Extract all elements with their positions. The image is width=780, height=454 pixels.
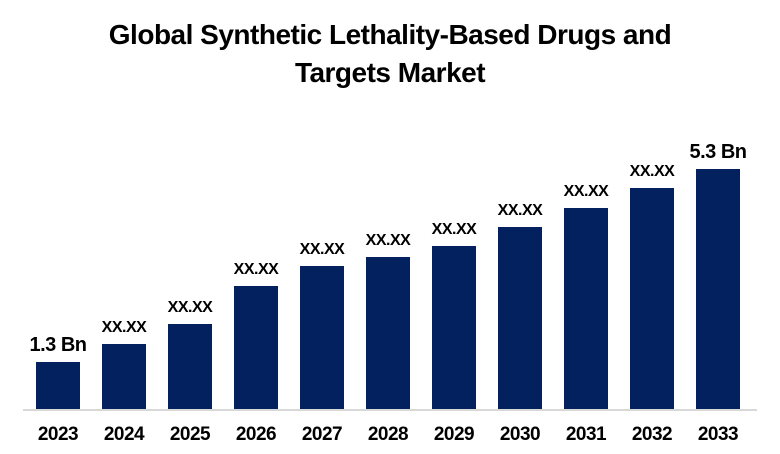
bar-value-label-2027: XX.XX: [299, 241, 345, 258]
x-axis-tick-label-2027: 2027: [301, 424, 343, 445]
bar-value-label-2023: 1.3 Bn: [29, 334, 87, 356]
bar-2023: [36, 362, 80, 411]
x-axis-tick-label-2025: 2025: [169, 424, 211, 445]
bar-column: XX.XX: [619, 141, 685, 411]
bar-value-label-2028: XX.XX: [365, 232, 411, 249]
bar-2025: [168, 324, 212, 411]
chart-title-line1: Global Synthetic Lethality-Based Drugs a…: [108, 19, 672, 50]
bar-value-label-2032: XX.XX: [629, 163, 675, 180]
bar-column: XX.XX: [223, 141, 289, 411]
bar-2027: [300, 266, 344, 411]
bar-2032: [630, 188, 674, 411]
x-axis-line: [23, 409, 757, 411]
bar-column: 1.3 Bn: [25, 141, 91, 411]
bar-2031: [564, 208, 608, 411]
x-axis-tick-label-2026: 2026: [235, 424, 277, 445]
bar-2026: [234, 286, 278, 411]
bar-2033: [696, 169, 740, 411]
x-axis-tick-label-2033: 2033: [697, 424, 739, 445]
x-axis-tick-label-2032: 2032: [631, 424, 673, 445]
bar-2024: [102, 344, 146, 411]
bar-column: XX.XX: [157, 141, 223, 411]
bar-value-label-2024: XX.XX: [101, 319, 147, 336]
chart-title-line2: Targets Market: [294, 57, 486, 88]
bar-column: XX.XX: [289, 141, 355, 411]
bar-column: XX.XX: [553, 141, 619, 411]
bar-column: XX.XX: [91, 141, 157, 411]
x-axis-labels: 2023 2024 2025 2026 2027 2028 2029 2030 …: [25, 424, 751, 446]
x-axis-tick-label-2031: 2031: [565, 424, 607, 445]
x-axis-tick-label-2028: 2028: [367, 424, 409, 445]
bar-value-label-2033: 5.3 Bn: [689, 141, 747, 163]
x-axis-tick-label-2023: 2023: [37, 424, 79, 445]
x-axis-tick-label-2029: 2029: [433, 424, 475, 445]
bar-2028: [366, 257, 410, 411]
bar-value-label-2025: XX.XX: [167, 299, 213, 316]
bar-column: 5.3 Bn: [685, 141, 751, 411]
bar-value-label-2030: XX.XX: [497, 202, 543, 219]
plot-area: 1.3 Bn XX.XX XX.XX XX.XX XX.XX XX.XX XX.…: [25, 141, 751, 411]
x-axis-tick-label-2024: 2024: [103, 424, 145, 445]
bar-2029: [432, 246, 476, 411]
bar-value-label-2031: XX.XX: [563, 183, 609, 200]
bar-column: XX.XX: [487, 141, 553, 411]
bar-column: XX.XX: [355, 141, 421, 411]
bar-value-label-2029: XX.XX: [431, 221, 477, 238]
bar-value-label-2026: XX.XX: [233, 261, 279, 278]
chart-title: Global Synthetic Lethality-Based Drugs a…: [0, 16, 780, 92]
bar-2030: [498, 227, 542, 411]
x-axis-tick-label-2030: 2030: [499, 424, 541, 445]
bar-column: XX.XX: [421, 141, 487, 411]
